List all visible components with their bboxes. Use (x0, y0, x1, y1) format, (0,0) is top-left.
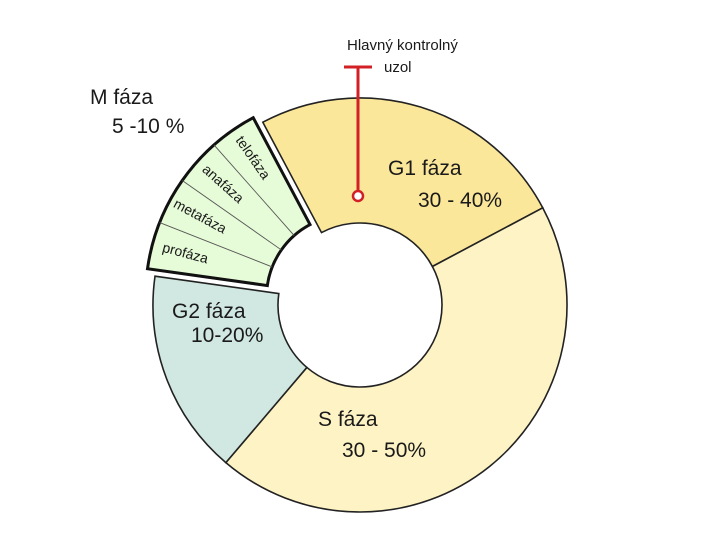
s-phase-range: 30 - 50% (342, 439, 426, 462)
m-phase-label: M fáza (90, 86, 153, 109)
g2-phase-label: G2 fáza (172, 300, 246, 323)
m-subphase-divider (159, 222, 273, 268)
checkpoint-label-line1: Hlavný kontrolný (347, 37, 458, 54)
m-subphase-divider (213, 144, 295, 236)
g2-phase-segment (152, 275, 308, 464)
donut-segments (152, 97, 568, 513)
checkpoint-label-line2: uzol (384, 59, 412, 76)
g1-phase-label: G1 fáza (388, 157, 462, 180)
m-subphase-divider (181, 180, 282, 251)
m-phase-wedge (145, 115, 313, 288)
s-phase-segment (224, 206, 568, 513)
checkpoint-dot (351, 189, 365, 203)
s-phase-label: S fáza (318, 408, 378, 431)
g2-phase-range: 10-20% (191, 324, 263, 347)
g1-phase-range: 30 - 40% (418, 189, 502, 212)
checkpoint-marker (344, 65, 372, 203)
g1-phase-segment (261, 97, 544, 268)
m-phase-range: 5 -10 % (112, 115, 184, 138)
m-phase-wedge-group (145, 115, 313, 288)
